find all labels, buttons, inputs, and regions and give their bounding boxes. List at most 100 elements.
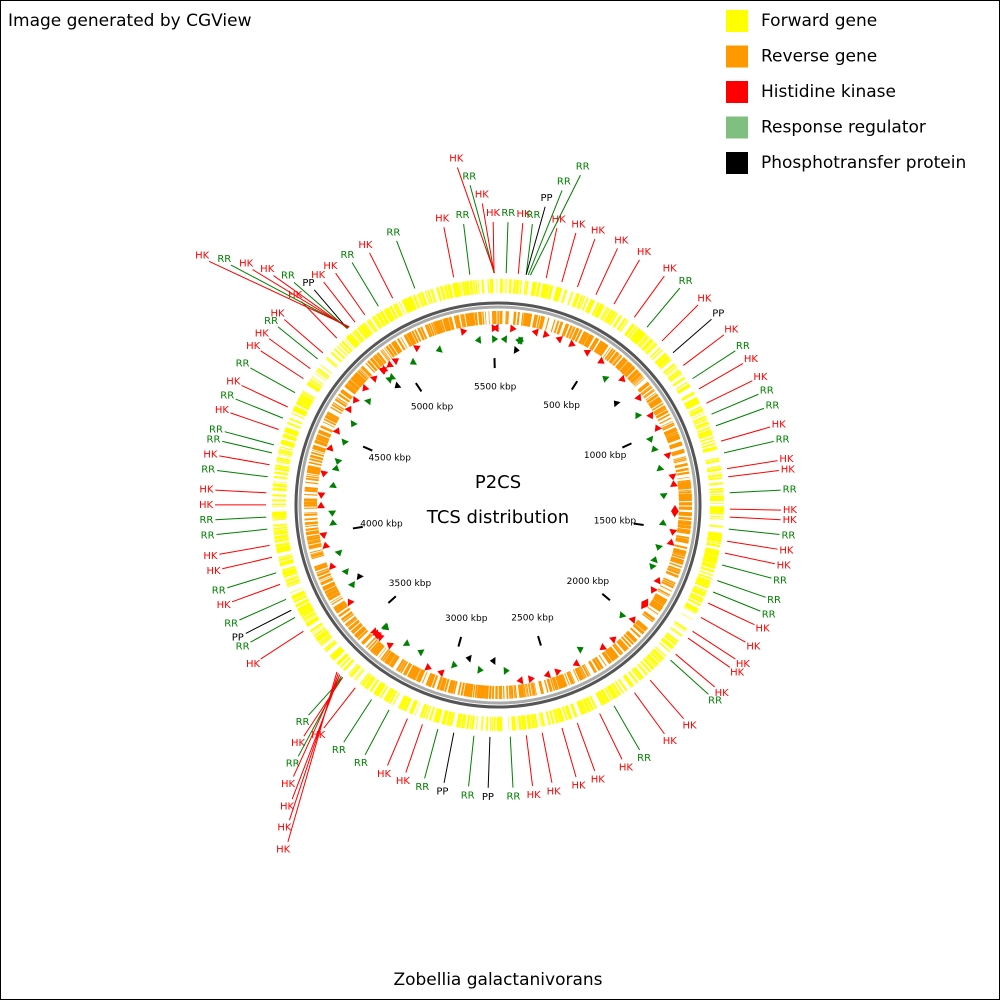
reverse-gene xyxy=(613,643,624,655)
reverse-gene xyxy=(671,450,685,457)
reverse-gene xyxy=(677,524,691,528)
forward-gene xyxy=(379,685,389,699)
feature-line xyxy=(208,260,350,328)
reverse-gene xyxy=(677,481,691,485)
forward-gene xyxy=(369,679,379,692)
reverse-gene xyxy=(426,324,433,337)
feature-marker xyxy=(555,336,564,344)
forward-gene xyxy=(285,576,299,583)
reverse-gene xyxy=(469,684,474,698)
forward-gene xyxy=(333,649,345,661)
forward-gene xyxy=(669,371,682,382)
reverse-gene xyxy=(624,634,635,645)
reverse-gene xyxy=(427,673,434,687)
reverse-gene xyxy=(524,683,528,697)
forward-gene xyxy=(684,604,698,613)
feature-line xyxy=(613,259,640,305)
tick-label: 1000 kbp xyxy=(584,451,627,461)
forward-gene xyxy=(377,684,386,697)
feature-label: RR xyxy=(462,171,476,182)
legend-label: Histidine kinase xyxy=(761,82,896,102)
feature-marker xyxy=(659,493,668,500)
reverse-gene xyxy=(318,429,332,437)
forward-gene xyxy=(599,306,608,320)
forward-gene xyxy=(705,547,720,552)
feature-label: HK xyxy=(663,736,678,747)
reverse-gene xyxy=(645,392,657,401)
forward-gene xyxy=(540,712,546,727)
forward-gene xyxy=(370,679,380,693)
reverse-gene xyxy=(338,607,351,618)
tick-label: 500 kbp xyxy=(543,401,580,411)
forward-gene xyxy=(285,426,300,434)
forward-gene xyxy=(387,690,396,703)
forward-gene xyxy=(300,607,313,616)
reverse-gene xyxy=(402,662,411,675)
feature-marker xyxy=(379,367,388,375)
forward-gene xyxy=(284,430,298,437)
forward-gene xyxy=(548,285,554,300)
reverse-gene xyxy=(561,323,567,336)
forward-gene xyxy=(390,305,398,319)
legend-swatch xyxy=(726,116,748,139)
feature-marker xyxy=(543,670,552,679)
feature-line xyxy=(260,350,304,380)
forward-gene xyxy=(278,555,293,561)
reverse-gene xyxy=(632,375,643,385)
forward-gene xyxy=(273,477,288,480)
reverse-gene xyxy=(323,418,336,426)
reverse-gene xyxy=(334,399,347,408)
reverse-gene xyxy=(669,443,683,450)
reverse-gene xyxy=(304,488,318,491)
forward-gene xyxy=(565,705,571,720)
forward-gene xyxy=(274,471,289,476)
feature-marker xyxy=(477,665,484,674)
reverse-gene xyxy=(326,589,339,597)
legend-swatch xyxy=(726,45,748,68)
forward-gene xyxy=(341,341,352,353)
reverse-gene xyxy=(308,543,322,548)
reverse-gene xyxy=(395,658,405,671)
forward-gene xyxy=(349,333,360,346)
forward-gene xyxy=(297,603,311,612)
reverse-gene xyxy=(584,334,592,347)
forward-gene xyxy=(664,634,677,646)
reverse-gene xyxy=(564,673,570,686)
forward-gene xyxy=(433,708,439,722)
reverse-gene xyxy=(326,413,339,421)
forward-gene xyxy=(629,327,640,340)
feature-label: HK xyxy=(377,769,392,780)
forward-gene xyxy=(604,687,613,701)
reverse-gene xyxy=(353,373,365,384)
reverse-gene xyxy=(480,685,484,699)
forward-gene xyxy=(309,379,322,389)
forward-gene xyxy=(304,613,317,623)
reverse-gene xyxy=(330,595,342,604)
feature-label: RR xyxy=(209,424,223,435)
forward-gene xyxy=(420,292,426,307)
forward-gene xyxy=(300,393,314,402)
forward-gene xyxy=(555,287,562,302)
reverse-gene xyxy=(533,682,537,696)
forward-gene xyxy=(512,716,516,731)
feature-label: HK xyxy=(449,154,464,165)
forward-gene xyxy=(685,400,700,409)
reverse-gene xyxy=(594,657,604,670)
forward-gene xyxy=(316,631,330,642)
forward-gene xyxy=(685,604,698,612)
forward-gene xyxy=(635,332,647,345)
forward-gene xyxy=(273,529,288,533)
legend-swatch xyxy=(726,152,748,174)
feature-label: RR xyxy=(637,753,651,764)
feature-marker xyxy=(503,666,510,675)
reverse-gene xyxy=(464,683,469,697)
feature-marker xyxy=(527,675,535,684)
reverse-gene xyxy=(522,312,526,326)
reverse-gene xyxy=(665,431,678,437)
forward-gene xyxy=(596,304,605,319)
feature-label: RR xyxy=(576,161,590,172)
forward-gene xyxy=(525,280,529,295)
reverse-gene xyxy=(677,479,691,483)
forward-gene xyxy=(604,309,614,323)
forward-gene xyxy=(706,541,721,545)
